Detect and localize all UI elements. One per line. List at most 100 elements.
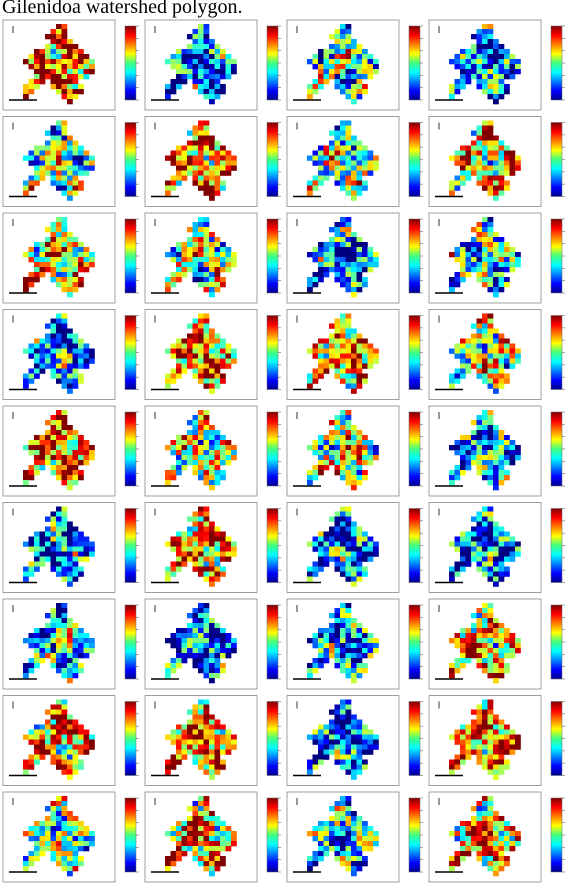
map-cell	[204, 430, 210, 435]
map-cell	[67, 79, 73, 84]
map-cell	[488, 156, 494, 161]
map-cell	[340, 552, 346, 557]
map-cell	[346, 227, 352, 232]
map-cell	[73, 537, 79, 542]
map-cell	[198, 349, 204, 354]
map-cell	[193, 663, 199, 668]
map-cell	[204, 131, 210, 136]
map-cell	[45, 430, 51, 435]
map-cell	[182, 725, 188, 730]
map-cell	[56, 131, 62, 136]
map-cell	[324, 547, 330, 552]
map-cell	[171, 156, 177, 161]
map-cell	[56, 552, 62, 557]
map-cell	[335, 826, 341, 831]
map-cell	[34, 151, 40, 156]
map-cell	[482, 227, 488, 232]
map-cell	[51, 730, 57, 735]
map-cell	[40, 465, 46, 470]
map-cell	[346, 796, 352, 801]
map-cell	[510, 74, 516, 79]
map-cell	[84, 841, 90, 846]
map-cell	[62, 755, 68, 760]
map-cell	[62, 49, 68, 54]
map-cell	[335, 44, 341, 49]
map-cell	[357, 735, 363, 740]
map-cell	[51, 420, 57, 425]
map-cell	[340, 831, 346, 836]
map-cell	[73, 79, 79, 84]
map-cell	[373, 552, 379, 557]
map-cell	[488, 64, 494, 69]
map-cell	[67, 841, 73, 846]
map-cell	[510, 247, 516, 252]
map-cell	[193, 618, 199, 623]
map-cell	[357, 339, 363, 344]
map-cell	[204, 121, 210, 126]
map-cell	[78, 440, 84, 445]
map-cell	[176, 653, 182, 658]
map-cell	[449, 277, 455, 282]
map-cell	[182, 59, 188, 64]
map-cell	[346, 658, 352, 663]
map-cell	[357, 344, 363, 349]
map-cell	[209, 562, 215, 567]
map-panel	[3, 213, 139, 303]
map-cell	[209, 475, 215, 480]
map-cell	[193, 470, 199, 475]
map-cell	[340, 450, 346, 455]
map-cell	[466, 735, 472, 740]
map-cell	[471, 623, 477, 628]
map-cell	[209, 84, 215, 89]
map-panel	[3, 792, 139, 882]
map-cell	[198, 262, 204, 267]
map-cell	[67, 69, 73, 74]
map-cell	[209, 856, 215, 861]
map-cell	[482, 64, 488, 69]
map-cell	[198, 146, 204, 151]
map-cell	[351, 181, 357, 186]
map-cell	[78, 836, 84, 841]
map-cell	[29, 354, 35, 359]
map-cell	[40, 344, 46, 349]
map-cell	[176, 349, 182, 354]
map-cell	[515, 354, 521, 359]
map-cell	[449, 760, 455, 765]
map-cell	[493, 282, 499, 287]
map-cell	[340, 796, 346, 801]
map-cell	[460, 658, 466, 663]
map-cell	[493, 770, 499, 775]
map-cell	[51, 710, 57, 715]
map-cell	[499, 770, 505, 775]
map-cell	[62, 186, 68, 191]
map-cell	[466, 54, 472, 59]
map-cell	[499, 851, 505, 856]
map-cell	[34, 277, 40, 282]
map-cell	[62, 166, 68, 171]
map-cell	[215, 379, 221, 384]
map-panel	[429, 20, 565, 110]
map-cell	[329, 257, 335, 262]
map-cell	[51, 74, 57, 79]
map-cell	[482, 856, 488, 861]
map-cell	[335, 760, 341, 765]
map-cell	[351, 775, 357, 780]
map-cell	[187, 344, 193, 349]
map-cell	[215, 623, 221, 628]
map-cell	[493, 678, 499, 683]
map-cell	[499, 455, 505, 460]
map-cell	[324, 542, 330, 547]
map-cell	[493, 171, 499, 176]
map-cell	[34, 181, 40, 186]
map-cell	[499, 262, 505, 267]
map-cell	[56, 324, 62, 329]
map-cell	[204, 643, 210, 648]
map-cell	[357, 623, 363, 628]
map-cell	[62, 314, 68, 319]
map-cell	[493, 39, 499, 44]
map-cell	[362, 856, 368, 861]
map-cell	[62, 354, 68, 359]
map-cell	[193, 445, 199, 450]
map-cell	[346, 577, 352, 582]
map-cell	[368, 54, 374, 59]
